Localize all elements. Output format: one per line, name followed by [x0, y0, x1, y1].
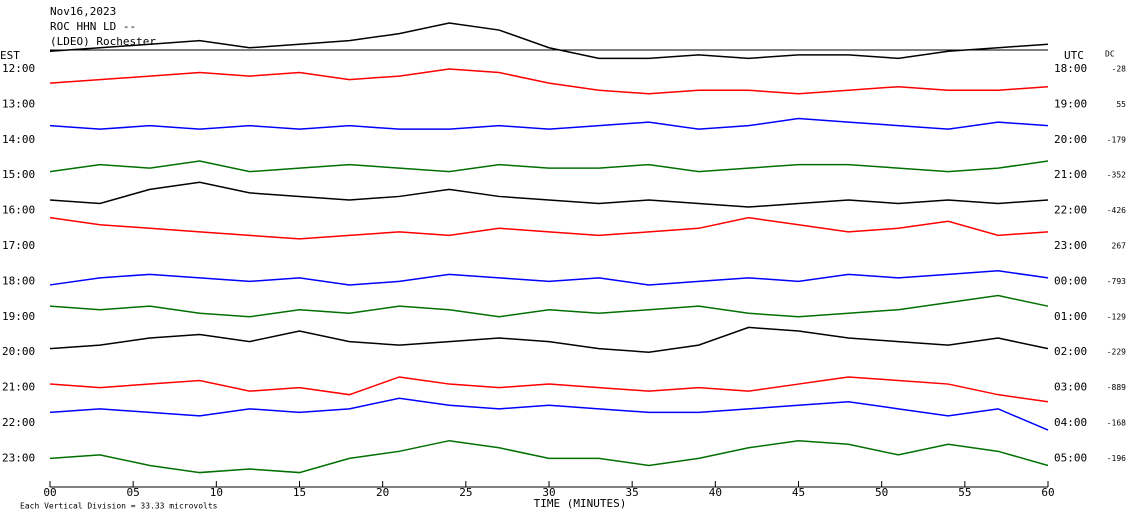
est-label: 23:00	[2, 451, 35, 464]
trace	[49, 117, 1049, 130]
utc-label: 23:00	[1054, 239, 1087, 252]
dc-label: -179	[1107, 135, 1126, 144]
est-label: 17:00	[2, 239, 35, 252]
utc-label: 20:00	[1054, 133, 1087, 146]
x-tick-label: 55	[958, 486, 971, 499]
utc-label: 22:00	[1054, 204, 1087, 217]
est-label: 18:00	[2, 274, 35, 287]
trace	[49, 181, 1049, 208]
dc-label: 55	[1116, 100, 1126, 109]
x-tick-label: 25	[459, 486, 472, 499]
right-axis-title: UTC	[1064, 49, 1084, 62]
dc-label: -352	[1107, 171, 1126, 180]
est-label: 19:00	[2, 310, 35, 323]
utc-label: 05:00	[1054, 451, 1087, 464]
est-label: 14:00	[2, 133, 35, 146]
x-tick-label: 00	[43, 486, 56, 499]
dc-label: -196	[1107, 454, 1126, 463]
utc-label: 03:00	[1054, 381, 1087, 394]
trace	[49, 160, 1049, 173]
est-label: 21:00	[2, 381, 35, 394]
utc-label: 02:00	[1054, 345, 1087, 358]
left-axis-title: EST	[0, 49, 20, 62]
dc-label: -129	[1107, 312, 1126, 321]
trace	[49, 294, 1049, 318]
header-line: ROC HHN LD --	[50, 20, 136, 33]
x-tick-label: 50	[875, 486, 888, 499]
utc-label: 00:00	[1054, 274, 1087, 287]
trace	[49, 376, 1049, 403]
est-label: 13:00	[2, 97, 35, 110]
utc-label: 04:00	[1054, 416, 1087, 429]
trace	[49, 270, 1049, 286]
est-label: 16:00	[2, 204, 35, 217]
dc-label: -889	[1107, 383, 1126, 392]
utc-label: 18:00	[1054, 62, 1087, 75]
x-tick-label: 20	[376, 486, 389, 499]
x-tick-label: 05	[127, 486, 140, 499]
dc-title: DC	[1105, 50, 1115, 59]
utc-label: 21:00	[1054, 168, 1087, 181]
est-label: 22:00	[2, 416, 35, 429]
x-axis-label: TIME (MINUTES)	[534, 497, 627, 510]
x-tick-label: 45	[792, 486, 805, 499]
x-tick-label: 15	[293, 486, 306, 499]
dc-label: -28	[1112, 65, 1127, 74]
utc-label: 19:00	[1054, 97, 1087, 110]
dc-label: -793	[1107, 277, 1126, 286]
trace	[49, 439, 1049, 474]
x-tick-label: 35	[626, 486, 639, 499]
x-tick-label: 10	[210, 486, 223, 499]
trace	[49, 326, 1049, 353]
x-tick-label: 40	[709, 486, 722, 499]
x-tick-label: 30	[542, 486, 555, 499]
dc-label: -168	[1107, 419, 1126, 428]
header-line: (LDEO) Rochester	[50, 35, 156, 48]
dc-label: 267	[1112, 242, 1127, 251]
est-label: 15:00	[2, 168, 35, 181]
trace	[49, 68, 1049, 95]
note: Each Vertical Division = 33.33 microvolt…	[20, 502, 218, 511]
trace	[49, 22, 1049, 60]
dc-label: -229	[1107, 348, 1126, 357]
dc-label: -426	[1107, 206, 1126, 215]
utc-label: 01:00	[1054, 310, 1087, 323]
est-label: 12:00	[2, 62, 35, 75]
trace	[49, 397, 1049, 431]
header-line: Nov16,2023	[50, 5, 116, 18]
x-tick-label: 60	[1041, 486, 1054, 499]
trace	[49, 216, 1049, 240]
est-label: 20:00	[2, 345, 35, 358]
